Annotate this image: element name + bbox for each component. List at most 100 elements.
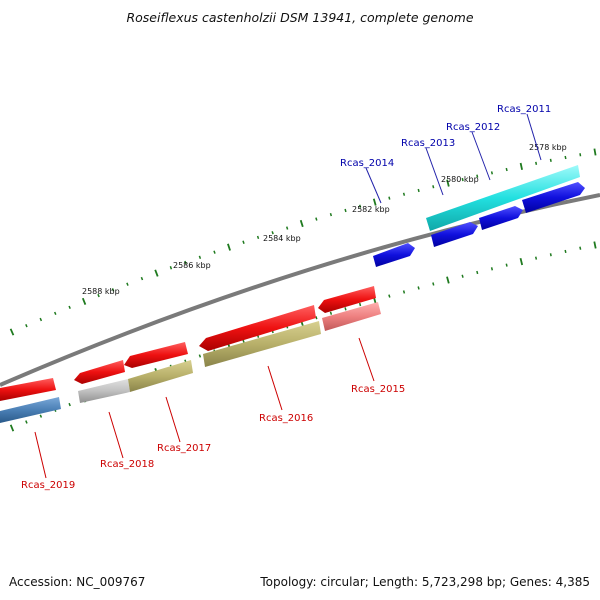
major-tick: [519, 162, 523, 170]
cds-feature[interactable]: [479, 206, 523, 230]
minor-tick: [402, 290, 406, 294]
cds-feature[interactable]: [322, 302, 381, 331]
minor-tick: [126, 282, 129, 286]
minor-tick: [111, 288, 115, 292]
minor-tick: [461, 177, 464, 182]
cds-feature[interactable]: [426, 165, 580, 231]
minor-tick: [184, 260, 187, 265]
cds-feature[interactable]: [128, 360, 193, 392]
reverse-strand: [0, 286, 381, 423]
minor-tick: [476, 174, 479, 178]
cds-feature[interactable]: [78, 379, 130, 403]
major-tick: [154, 269, 159, 277]
scale-label-2588: 2588 kbp: [82, 287, 120, 296]
minor-tick: [329, 311, 333, 315]
major-tick: [227, 243, 231, 251]
minor-tick: [564, 155, 567, 160]
minor-tick: [549, 158, 552, 162]
minor-tick: [358, 204, 362, 208]
minor-tick: [461, 274, 464, 278]
minor-tick: [579, 153, 582, 157]
minor-tick: [505, 167, 508, 172]
minor-tick: [432, 282, 435, 286]
minor-tick: [505, 263, 508, 267]
minor-tick: [534, 256, 538, 260]
major-tick: [593, 148, 597, 156]
minor-tick: [285, 226, 289, 230]
minor-tick: [417, 286, 420, 290]
major-tick: [446, 179, 450, 187]
minor-tick: [54, 311, 57, 315]
cds-feature[interactable]: [203, 321, 321, 367]
minor-tick: [344, 208, 347, 213]
major-tick: [446, 276, 450, 284]
accession-text: Accession: NC_009767: [9, 575, 145, 589]
cds-feature[interactable]: [431, 222, 478, 247]
minor-tick: [242, 240, 245, 244]
minor-tick: [315, 316, 318, 320]
outer-tick-ring: [9, 148, 597, 336]
minor-tick: [417, 188, 420, 193]
genome-summary-text: Topology: circular; Length: 5,723,298 bp…: [259, 575, 590, 589]
major-tick: [519, 257, 524, 266]
scale-label-2584: 2584 kbp: [263, 234, 301, 243]
minor-tick: [97, 293, 100, 298]
minor-tick: [315, 217, 318, 221]
gene-label-rcas-2012: Rcas_2012: [446, 122, 500, 133]
minor-tick: [25, 420, 28, 424]
minor-tick: [198, 255, 202, 259]
minor-tick: [549, 253, 552, 257]
gene-label-rcas-2014: Rcas_2014: [340, 158, 394, 169]
minor-tick: [39, 317, 43, 322]
cds-feature[interactable]: [0, 378, 56, 401]
gene-label-rcas-2013: Rcas_2013: [401, 138, 455, 149]
gene-label-rcas-2019: Rcas_2019: [21, 480, 75, 491]
cds-feature[interactable]: [318, 286, 376, 313]
minor-tick: [388, 294, 391, 298]
cds-feature[interactable]: [373, 243, 415, 267]
minor-tick: [39, 414, 43, 418]
scale-label-2580: 2580 kbp: [441, 175, 479, 184]
reverse-label-leaders: [34, 337, 375, 479]
minor-tick: [198, 354, 202, 358]
major-tick: [9, 328, 15, 336]
map-title: Roseiflexus castenholzii DSM 13941, comp…: [126, 10, 473, 25]
scale-label-2586: 2586 kbp: [173, 261, 211, 270]
gene-label-rcas-2017: Rcas_2017: [157, 443, 211, 454]
scale-label-2582: 2582 kbp: [352, 205, 390, 214]
gene-label-rcas-2016: Rcas_2016: [259, 413, 313, 424]
minor-tick: [432, 185, 435, 189]
major-tick: [81, 297, 87, 305]
minor-tick: [535, 161, 538, 165]
minor-tick: [476, 270, 479, 275]
gene-label-rcas-2018: Rcas_2018: [100, 459, 154, 470]
minor-tick: [579, 246, 582, 250]
minor-tick: [25, 324, 28, 328]
cds-feature[interactable]: [124, 342, 188, 368]
gene-label-rcas-2011: Rcas_2011: [497, 104, 551, 115]
major-tick: [372, 198, 377, 206]
major-tick: [299, 219, 304, 228]
minor-tick: [256, 235, 260, 240]
minor-tick: [169, 266, 173, 270]
minor-tick: [490, 171, 494, 175]
minor-tick: [271, 231, 274, 235]
scale-label-2578: 2578 kbp: [529, 143, 567, 152]
cds-feature[interactable]: [522, 182, 585, 213]
minor-tick: [564, 249, 567, 254]
forward-label-leaders: [365, 113, 542, 204]
minor-tick: [358, 302, 362, 307]
minor-tick: [213, 250, 216, 254]
forward-strand: [373, 165, 585, 267]
minor-tick: [329, 213, 333, 217]
minor-tick: [388, 196, 391, 200]
minor-tick: [402, 192, 406, 196]
gene-label-rcas-2015: Rcas_2015: [351, 384, 405, 395]
major-tick: [9, 424, 15, 432]
cds-feature[interactable]: [199, 305, 316, 351]
cds-feature[interactable]: [0, 397, 61, 423]
major-tick: [593, 241, 597, 249]
minor-tick: [490, 267, 494, 271]
cds-feature[interactable]: [74, 360, 125, 384]
